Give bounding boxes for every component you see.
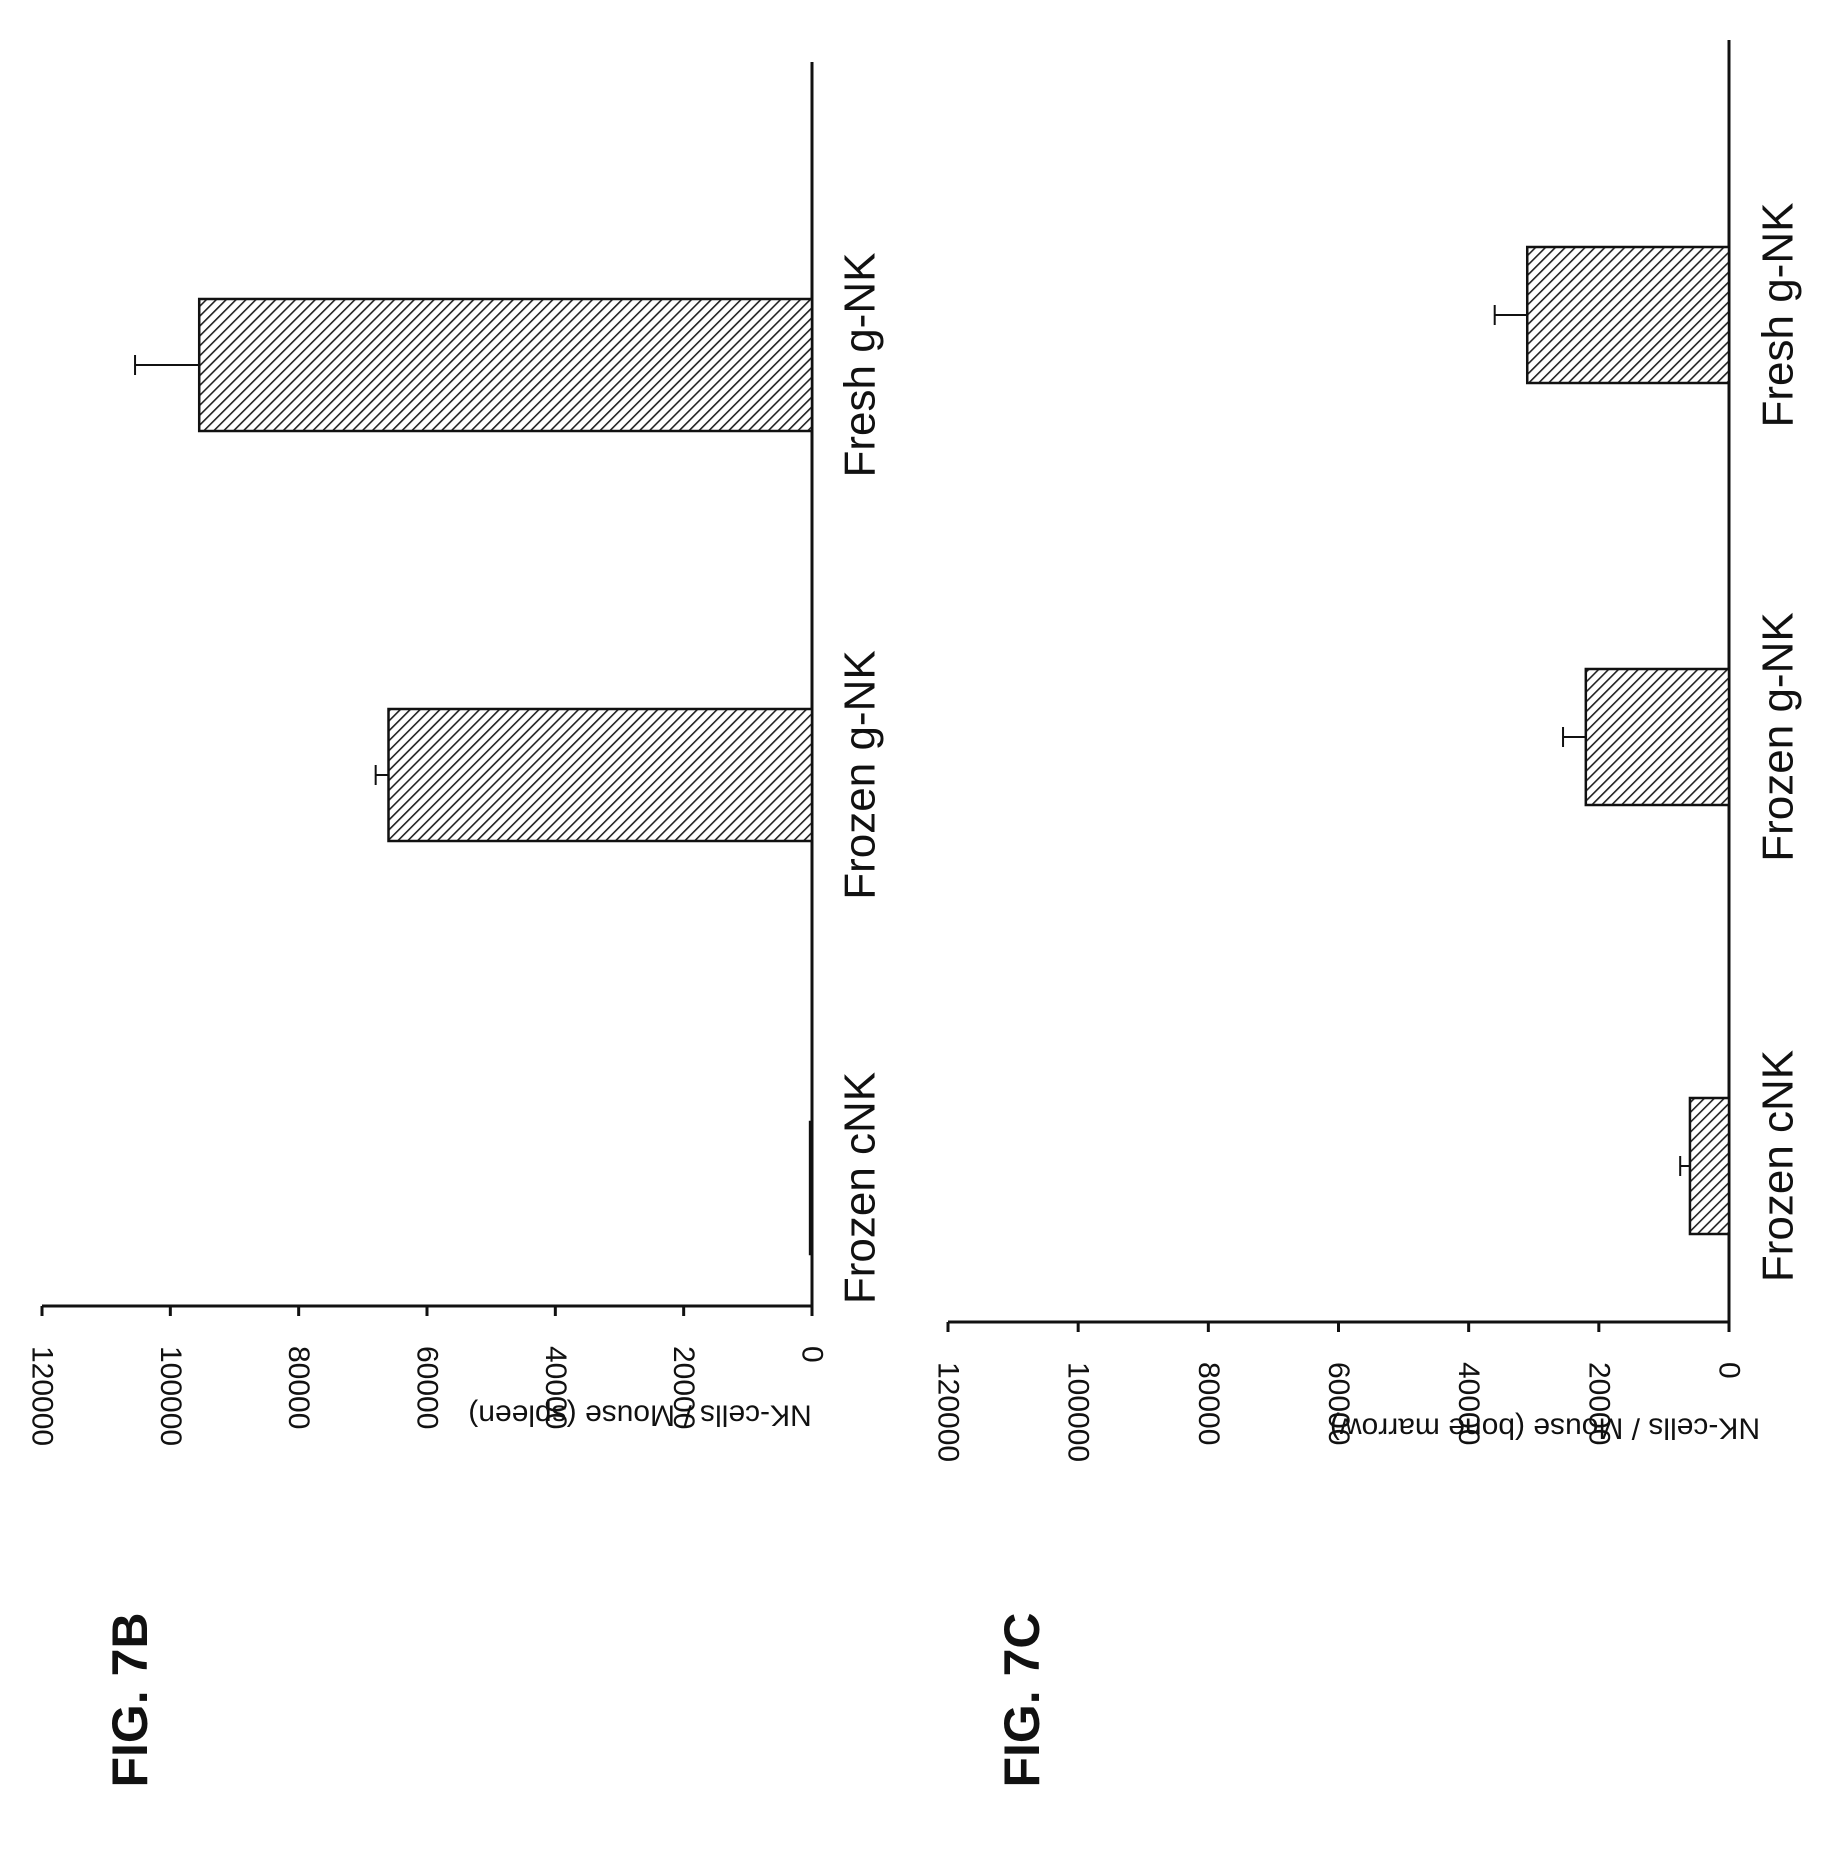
fig7b-tick-label-100000: 100000 [154,1346,187,1446]
fig7b-category-label-frozen-cnk: Frozen cNK [836,1072,885,1304]
fig7b-bar-frozen-g-nk [387,707,814,843]
fig7c-figure-label: FIG. 7C [994,1612,1050,1787]
fig7c-bar-frozen-g-nk [1584,667,1731,807]
fig7c-tick-label-100000: 100000 [1062,1362,1095,1462]
fig7b-bar-frozen-cnk [808,1120,814,1256]
fig7c-tick-label-120000: 120000 [932,1362,965,1462]
fig7c-bar-fresh-g-nk [1525,245,1731,385]
fig7c-tick-label-40000: 40000 [1452,1362,1485,1445]
fig7c-tick-label-60000: 60000 [1322,1362,1355,1445]
fig7c-tick-label-20000: 20000 [1582,1362,1615,1445]
fig7b-figure-label: FIG. 7B [102,1612,158,1787]
fig7b-tick-label-20000: 20000 [667,1346,700,1429]
fig7b-bar-fresh-g-nk [197,297,814,433]
fig7c-category-label-frozen-g-nk: Frozen g-NK [1754,612,1803,861]
fig7b-tick-label-40000: 40000 [539,1346,572,1429]
fig7b-axis-title: NK-cells / Mouse (spleen) [468,1399,811,1432]
fig7c-tick-label-80000: 80000 [1192,1362,1225,1445]
fig7b-tick-label-120000: 120000 [26,1346,59,1446]
fig7c-bar-frozen-cnk [1688,1096,1731,1236]
chart-fig-7b: 0 20000 40000 60000 80000 100000 120000 Frozen … [26,62,885,1788]
fig7b-category-label-frozen-g-nk: Frozen g-NK [836,650,885,899]
fig7b-tick-label-0: 0 [796,1346,829,1363]
chart-fig-7c: 0 20000 40000 60000 80000 100000 120000 Frozen … [932,40,1803,1788]
fig7c-category-label-frozen-cnk: Frozen cNK [1754,1050,1803,1282]
fig7c-axis-title: NK-cells / Mouse (bone marrow) [1330,1412,1760,1445]
fig7b-category-label-fresh-g-nk: Fresh g-NK [836,253,885,478]
fig7c-category-label-fresh-g-nk: Fresh g-NK [1754,203,1803,428]
fig7c-tick-label-0: 0 [1713,1362,1746,1379]
fig7b-tick-label-60000: 60000 [411,1346,444,1429]
fig7b-tick-label-80000: 80000 [282,1346,315,1429]
